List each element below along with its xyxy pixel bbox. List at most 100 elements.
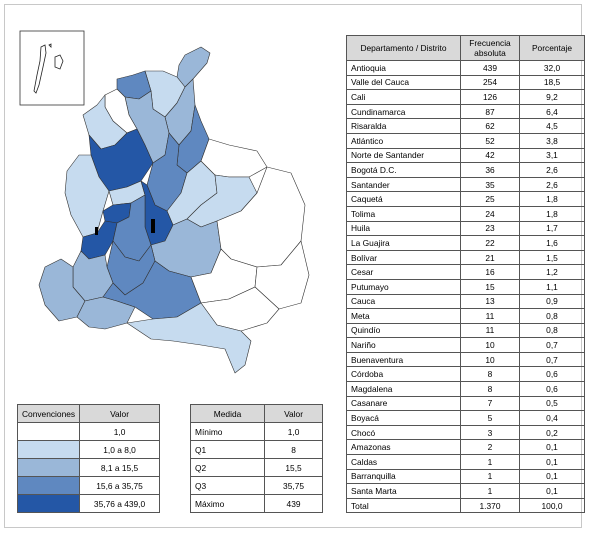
conventions-header-label: Convenciones xyxy=(16,404,81,423)
frequency-value: 25 xyxy=(460,191,520,207)
frequency-value: 62 xyxy=(460,118,520,134)
department-name: Casanare xyxy=(346,395,461,412)
department-name: Antioquia xyxy=(346,60,461,76)
frequency-table-header: Departamento / Distrito Frecuencia absol… xyxy=(346,35,585,61)
percent-value: 0,6 xyxy=(519,366,585,383)
frequency-value: 10 xyxy=(460,337,520,353)
department-name: Cundinamarca xyxy=(346,103,461,120)
statistics-row: Q1 8 xyxy=(189,440,323,459)
statistic-measure: Mínimo xyxy=(189,422,266,441)
frequency-value: 126 xyxy=(460,89,520,105)
inset-island-small xyxy=(48,43,52,48)
total-label: Total xyxy=(346,497,461,514)
capital-marker xyxy=(95,227,98,235)
statistic-measure: Q3 xyxy=(189,476,266,495)
inset-frame xyxy=(19,30,85,106)
percent-value: 1,5 xyxy=(519,249,585,266)
figure-frame: Departamento / Distrito Frecuencia absol… xyxy=(4,4,585,528)
department-name: Buenaventura xyxy=(346,351,461,368)
frequency-value: 11 xyxy=(460,322,520,339)
frequency-value: 24 xyxy=(460,205,520,222)
percent-value: 0,8 xyxy=(519,322,585,339)
conventions-header: Convenciones Valor xyxy=(16,404,160,423)
total-percent: 100,0 xyxy=(519,497,585,514)
table-row: Bolívar 21 1,5 xyxy=(346,249,585,266)
inset-island-san-andres xyxy=(33,44,47,94)
table-row: Meta 11 0,8 xyxy=(346,308,585,324)
total-frequency: 1.370 xyxy=(460,497,520,514)
legend-swatch xyxy=(16,440,81,459)
bogota-marker xyxy=(151,219,155,233)
department-name: Meta xyxy=(346,308,461,324)
conventions-legend: Convenciones Valor 1,0 1,0 a 8,0 8,1 a 15,… xyxy=(16,404,160,513)
frequency-value: 7 xyxy=(460,395,520,412)
frequency-value: 21 xyxy=(460,249,520,266)
table-row: Antioquia 439 32,0 xyxy=(346,60,585,76)
legend-swatch xyxy=(16,476,81,495)
frequency-value: 1 xyxy=(460,483,520,499)
table-row: Chocó 3 0,2 xyxy=(346,424,585,441)
frequency-table-total-row: Total 1.370 100,0 xyxy=(346,497,585,514)
frequency-value: 254 xyxy=(460,74,520,91)
conventions-body: 1,0 1,0 a 8,0 8,1 a 15,5 15,6 a 35,75 35,76 … xyxy=(16,422,160,513)
frequency-table-body: Antioquia 439 32,0 Valle del Cauca 254 18,5 Ca… xyxy=(346,60,585,499)
statistics-header-measure: Medida xyxy=(189,404,266,423)
frequency-value: 15 xyxy=(460,278,520,295)
statistic-value: 8 xyxy=(264,440,323,459)
frequency-value: 13 xyxy=(460,293,520,310)
table-row: Santander 35 2,6 xyxy=(346,176,585,193)
legend-row: 1,0 a 8,0 xyxy=(16,440,160,459)
statistics-row: Mínimo 1,0 xyxy=(189,422,323,441)
percent-value: 1,2 xyxy=(519,264,585,280)
percent-value: 6,4 xyxy=(519,103,585,120)
table-row: Cauca 13 0,9 xyxy=(346,293,585,310)
department-name: Amazonas xyxy=(346,439,461,456)
percent-value: 1,8 xyxy=(519,205,585,222)
department-name: La Guajira xyxy=(346,235,461,251)
header-department: Departamento / Distrito xyxy=(346,35,461,61)
table-row: Amazonas 2 0,1 xyxy=(346,439,585,456)
percent-value: 1,6 xyxy=(519,235,585,251)
percent-value: 3,1 xyxy=(519,147,585,164)
table-row: Cali 126 9,2 xyxy=(346,89,585,105)
percent-value: 2,6 xyxy=(519,162,585,178)
percent-value: 0,1 xyxy=(519,483,585,499)
department-name: Risaralda xyxy=(346,118,461,134)
statistic-value: 439 xyxy=(264,494,323,513)
frequency-value: 1 xyxy=(460,454,520,470)
department-name: Chocó xyxy=(346,424,461,441)
table-row: Norte de Santander 42 3,1 xyxy=(346,147,585,164)
statistic-measure: Q1 xyxy=(189,440,266,459)
legend-range-label: 1,0 xyxy=(79,422,160,441)
percent-value: 0,1 xyxy=(519,468,585,485)
legend-range-label: 1,0 a 8,0 xyxy=(79,440,160,459)
frequency-value: 5 xyxy=(460,410,520,426)
table-row: Magdalena 8 0,6 xyxy=(346,381,585,397)
department-name: Barranquilla xyxy=(346,468,461,485)
department-name: Córdoba xyxy=(346,366,461,383)
percent-value: 0,5 xyxy=(519,395,585,412)
statistic-value: 35,75 xyxy=(264,476,323,495)
percent-value: 18,5 xyxy=(519,74,585,91)
frequency-value: 42 xyxy=(460,147,520,164)
department-name: Magdalena xyxy=(346,381,461,397)
department-name: Huila xyxy=(346,220,461,237)
table-row: Córdoba 8 0,6 xyxy=(346,366,585,383)
frequency-table: Departamento / Distrito Frecuencia absol… xyxy=(346,35,585,514)
table-row: Tolima 24 1,8 xyxy=(346,205,585,222)
table-row: Boyacá 5 0,4 xyxy=(346,410,585,426)
department-name: Valle del Cauca xyxy=(346,74,461,91)
table-row: Bogotá D.C. 36 2,6 xyxy=(346,162,585,178)
department-name: Bolívar xyxy=(346,249,461,266)
statistic-value: 1,0 xyxy=(264,422,323,441)
department-name: Boyacá xyxy=(346,410,461,426)
department-name: Caquetá xyxy=(346,191,461,207)
header-percent: Porcentaje xyxy=(519,35,585,61)
legend-row: 15,6 a 35,75 xyxy=(16,476,160,495)
table-row: Nariño 10 0,7 xyxy=(346,337,585,353)
statistics-row: Máximo 439 xyxy=(189,494,323,513)
percent-value: 9,2 xyxy=(519,89,585,105)
statistics-header: Medida Valor xyxy=(189,404,323,423)
department-name: Bogotá D.C. xyxy=(346,162,461,178)
frequency-value: 439 xyxy=(460,60,520,76)
